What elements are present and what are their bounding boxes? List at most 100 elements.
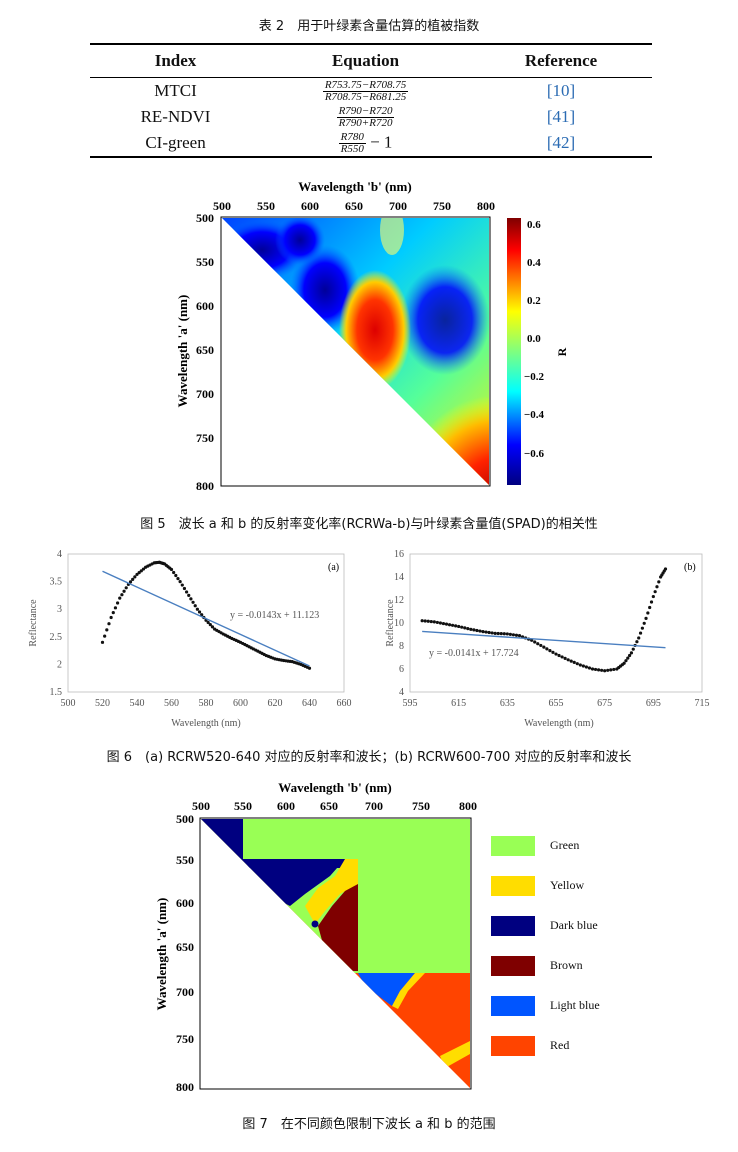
y-tick-label: 700 (176, 985, 194, 999)
data-point (638, 631, 643, 635)
data-point (575, 662, 579, 666)
y-tick-label: 6 (399, 664, 404, 675)
data-point (118, 596, 122, 600)
data-point (457, 624, 461, 629)
data-point (307, 666, 312, 670)
legend-swatch-red (491, 1036, 535, 1056)
data-point (648, 605, 652, 610)
table2-caption: 表 2 用于叶绿素含量估算的植被指数 (258, 19, 480, 34)
y-tick-label: 650 (176, 940, 194, 954)
fig6-caption: 图 6 (a) RCRW520-640 对应的反射率和波长；(b) RCRW60… (106, 750, 632, 765)
data-point (628, 653, 632, 658)
data-point (490, 631, 494, 635)
index-name: CI-green (90, 130, 262, 158)
y-tick-label: 800 (176, 1080, 194, 1094)
legend-label: Brown (550, 958, 583, 972)
data-point (622, 661, 626, 665)
data-point (197, 610, 202, 614)
data-point (435, 620, 439, 625)
data-point (644, 616, 648, 620)
data-point (180, 583, 184, 587)
data-point (487, 630, 491, 635)
data-point (569, 659, 573, 663)
data-point (174, 573, 178, 578)
data-point (578, 663, 582, 667)
data-point (542, 645, 546, 649)
data-point (466, 627, 470, 631)
y-tick-label: 14 (394, 572, 404, 583)
y-tick-label: 600 (196, 299, 214, 313)
x-tick-label: 695 (646, 698, 661, 709)
data-point (657, 580, 661, 584)
data-point (472, 628, 476, 632)
data-point (131, 577, 135, 581)
x-tick-label: 620 (268, 698, 283, 709)
header-reference: Reference (469, 43, 652, 78)
data-point (122, 589, 126, 593)
x-tick-label: 800 (477, 199, 495, 213)
fig6a-reflectance-chart: 500 520 540 560 580 600 620 640 6601.522.533.54 … (28, 549, 352, 729)
trendline (422, 630, 666, 649)
fig7-color-region-map: Wavelength 'b' (nm) 500 550 600 650 700 … (154, 780, 477, 1094)
x-tick-label: 615 (451, 698, 466, 709)
colorbar-tick: 0.0 (527, 333, 541, 345)
y-tick-label: 16 (394, 549, 404, 560)
data-point (600, 668, 604, 672)
data-point (651, 594, 655, 599)
data-point (640, 626, 644, 630)
header-index: Index (90, 43, 262, 78)
reference-link[interactable]: [41] (546, 107, 576, 126)
y-tick-label: 12 (394, 595, 404, 606)
x-tick-label: 635 (500, 698, 515, 709)
fig5-colorbar-title: R (555, 347, 569, 356)
trendline (102, 570, 310, 667)
data-point (107, 622, 111, 626)
data-point (438, 621, 443, 625)
data-point (612, 667, 616, 672)
data-point (137, 571, 141, 575)
fig5-y-ticks: 500 550 600 650 700 750 800 (196, 211, 214, 493)
vegetation-index-table: Index Equation Reference MTCI R753.75−R7… (90, 43, 652, 158)
data-point (624, 659, 628, 663)
data-point (460, 625, 464, 629)
data-point (189, 597, 193, 601)
data-point (646, 611, 650, 615)
colorbar-tick: 0.2 (527, 295, 541, 307)
data-point (475, 628, 479, 633)
data-point (182, 586, 187, 591)
fig5-correlation-heatmap: Wavelength 'b' (nm) 500 550 600 650 700 … (175, 179, 569, 493)
data-point (206, 620, 210, 625)
data-point (120, 593, 124, 597)
fig7-y-ticks: 500 550 600 650 700 750 800 (176, 812, 194, 1094)
data-point (208, 623, 212, 627)
equation-cell: R790−R720 R790+R720 (261, 104, 470, 130)
legend-swatch-dark-blue (491, 916, 535, 936)
equation-fraction: R753.75−R708.75 R708.75−R681.25 (322, 78, 409, 103)
table-header-row: Index Equation Reference (90, 43, 652, 78)
fig6b-reflectance-chart: 595 615 635 655 675 695 715 4 6 8 10 12 14 16 (b) y =… (385, 549, 710, 729)
data-point (109, 615, 113, 620)
fig5-plot-frame (220, 216, 491, 487)
index-name: MTCI (154, 81, 197, 100)
x-tick-label: 640 (302, 698, 317, 709)
reference-link[interactable]: [42] (469, 130, 652, 158)
fig5-x-axis-title: Wavelength 'b' (nm) (298, 179, 411, 194)
data-point (493, 631, 497, 635)
x-tick-label: 655 (549, 698, 564, 709)
data-point (496, 631, 500, 636)
data-point (141, 567, 146, 571)
y-tick-label: 3 (57, 604, 62, 615)
fig7-caption: 图 7 在不同颜色限制下波长 a 和 b 的范围 (242, 1117, 496, 1132)
equation-fraction: R790−R720 R790+R720 (336, 104, 395, 129)
data-point (111, 611, 115, 615)
y-axis-title: Reflectance (385, 599, 396, 647)
data-point (210, 625, 215, 629)
x-axis-title: Wavelength (nm) (171, 718, 240, 729)
data-point (454, 624, 458, 628)
reference-link[interactable]: [10] (546, 81, 576, 100)
data-point (169, 567, 174, 572)
data-point (593, 667, 598, 672)
x-tick-label: 750 (433, 199, 451, 213)
legend-label: Light blue (550, 998, 600, 1012)
y-tick-label: 500 (176, 812, 194, 826)
